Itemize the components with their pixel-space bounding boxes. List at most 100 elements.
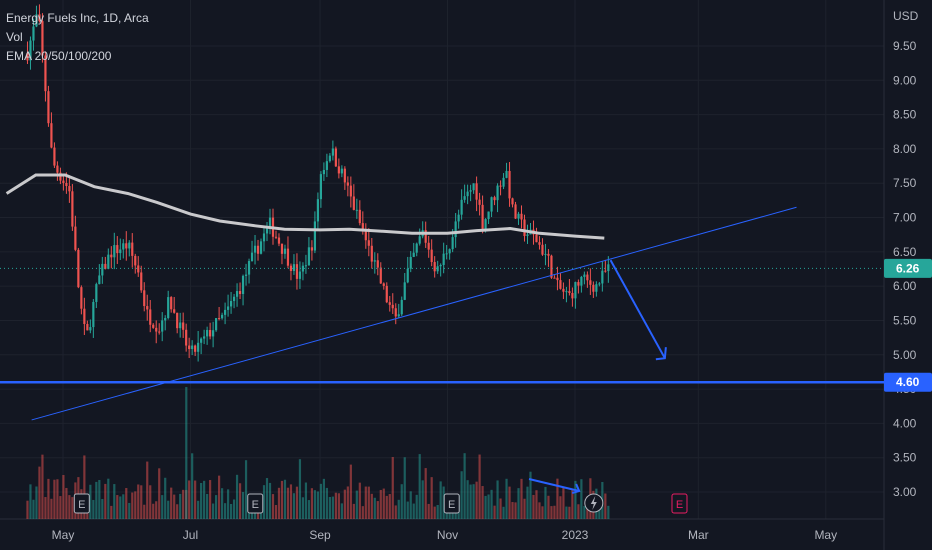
- candle-body: [217, 318, 221, 320]
- candle-body: [382, 283, 385, 286]
- volume-bar: [544, 486, 547, 519]
- candle-body: [412, 252, 415, 257]
- volume-bar: [568, 506, 571, 519]
- volume-bar: [131, 492, 134, 519]
- candle-body: [140, 272, 143, 291]
- volume-bar: [331, 496, 334, 519]
- volume-bar: [433, 506, 436, 519]
- earnings-marker[interactable]: E: [443, 493, 460, 514]
- candle-body: [562, 288, 565, 292]
- ema-indicator-label[interactable]: EMA 20/50/100/200: [6, 49, 112, 63]
- time-axis[interactable]: May Jul Sep Nov 2023 Mar May: [52, 528, 837, 542]
- projection-arrow[interactable]: [609, 259, 666, 359]
- volume-bar: [212, 503, 215, 519]
- volume-bar: [361, 506, 364, 519]
- volume-bar: [215, 495, 218, 519]
- candle-body: [98, 275, 101, 285]
- candle-body: [38, 14, 41, 22]
- candle-body: [457, 214, 460, 222]
- candle-body: [445, 253, 448, 255]
- volume-bar: [32, 499, 35, 519]
- candle-body: [134, 255, 137, 266]
- volume-bar: [197, 500, 200, 519]
- candle-body: [502, 177, 505, 187]
- candle-body: [592, 284, 595, 292]
- volume-bar: [499, 498, 502, 519]
- projection-arrowhead: [655, 347, 667, 361]
- candle-body: [604, 270, 607, 272]
- ascending-trendline[interactable]: [31, 206, 797, 421]
- earnings-marker-box: [247, 493, 264, 514]
- earnings-marker-label: E: [448, 499, 455, 511]
- volume-indicator-label[interactable]: Vol: [6, 30, 23, 44]
- volume-bar: [343, 489, 346, 519]
- volume-bar: [68, 495, 71, 519]
- candle-body: [580, 276, 583, 286]
- price-axis[interactable]: USD 9.50 9.00 8.50 8.00 7.50 7.00 6.50 6.00 5.50…: [893, 9, 919, 499]
- volume-bar: [47, 478, 50, 519]
- earnings-marker[interactable]: E: [671, 493, 688, 514]
- volume-bars: [26, 387, 610, 519]
- candle-body: [352, 196, 355, 210]
- candle-body: [209, 330, 212, 337]
- candle-body: [179, 322, 182, 329]
- candle-body: [89, 327, 92, 331]
- volume-bar: [406, 501, 409, 519]
- candle-body: [56, 165, 59, 173]
- candle-body: [265, 226, 269, 234]
- volume-bar: [364, 486, 367, 519]
- corporate-event-marker[interactable]: [584, 493, 604, 513]
- volume-bar: [125, 488, 128, 519]
- volume-bar: [571, 488, 574, 519]
- candle-body: [460, 199, 463, 215]
- candle-body: [182, 322, 185, 330]
- volume-bar: [238, 483, 242, 519]
- earnings-marker[interactable]: E: [73, 493, 90, 514]
- volume-bar: [502, 506, 505, 519]
- volume-bar: [349, 464, 352, 519]
- candle-body: [463, 196, 466, 200]
- candle-body: [280, 243, 284, 254]
- volume-bar: [418, 454, 421, 519]
- volume-bar: [203, 480, 206, 519]
- volume-bar: [379, 489, 382, 519]
- volume-bar: [559, 496, 562, 519]
- candle-body: [589, 280, 592, 285]
- candle-body: [122, 243, 125, 250]
- volume-bar: [304, 482, 308, 519]
- volume-bar: [235, 474, 239, 519]
- price-candles[interactable]: [26, 4, 610, 362]
- candle-body: [442, 253, 445, 265]
- volume-bar: [170, 487, 173, 519]
- volume-bar: [295, 486, 299, 519]
- candle-body: [364, 230, 367, 241]
- volume-bar: [298, 459, 302, 519]
- volume-annotation-arrow[interactable]: [528, 478, 580, 492]
- volume-bar: [65, 487, 68, 519]
- volume-bar: [412, 503, 415, 519]
- time-tick-label: Nov: [437, 528, 458, 542]
- candle-body: [101, 263, 104, 276]
- volume-bar: [538, 502, 541, 519]
- projection-arrows[interactable]: [528, 259, 667, 494]
- volume-bar: [262, 485, 266, 519]
- volume-bar: [289, 484, 293, 519]
- price-tick-label: 8.00: [893, 142, 917, 156]
- candle-body: [544, 253, 547, 255]
- volume-bar: [244, 460, 248, 519]
- candle-body: [499, 185, 502, 187]
- volume-bar: [421, 480, 424, 519]
- volume-bar: [220, 488, 224, 519]
- volume-bar: [496, 480, 499, 519]
- candle-body: [203, 336, 206, 339]
- price-tick-label: 7.00: [893, 211, 917, 225]
- symbol-title[interactable]: Energy Fuels Inc, 1D, Arca: [6, 11, 149, 25]
- volume-bar: [373, 497, 376, 519]
- earnings-marker[interactable]: E: [247, 493, 264, 514]
- price-tick-label: 6.00: [893, 279, 917, 293]
- volume-bar: [577, 504, 580, 519]
- candle-body: [577, 282, 580, 286]
- time-tick-label: Mar: [688, 528, 709, 542]
